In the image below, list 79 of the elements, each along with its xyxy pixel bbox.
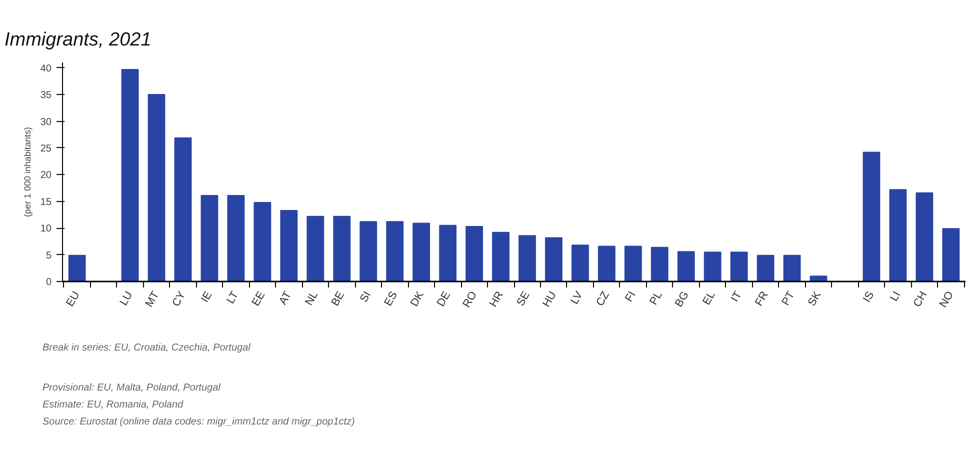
bar [810,276,828,282]
bar [360,221,378,282]
chart-title: Immigrants, 2021 [4,30,152,50]
bar [148,94,166,282]
bar [333,216,351,282]
x-tick-label: BG [672,289,692,310]
bar [624,246,642,282]
x-tick-label: HR [488,289,506,310]
bar [518,235,536,282]
x-tick-label: NO [937,289,956,310]
x-tick-label: SI [358,289,374,304]
bar [412,222,430,282]
bar [942,228,960,282]
x-tick-label: LT [224,289,242,306]
x-tick-label: DE [434,290,453,309]
x-tick-label: CH [911,289,930,310]
bar [677,251,695,282]
y-tick-label: 5 [46,250,52,262]
bar [889,189,907,282]
bar [121,68,139,282]
y-tick-label: 20 [40,170,52,182]
x-tick-label: FR [753,289,771,308]
text: Estimate: EU, Romania, Poland [42,400,184,410]
bar [916,192,934,282]
bar [598,246,616,282]
x-tick-label: IS [861,289,877,304]
x-tick-label: PT [780,289,798,308]
y-tick-label: 30 [40,116,52,128]
x-tick-label: FI [623,289,638,304]
y-tick-label: 0 [46,277,52,288]
x-tick-label: DK [408,288,427,309]
x-tick-label: EE [250,289,268,308]
x-tick-label: EU [64,289,82,309]
x-tick-label: LU [118,289,136,308]
bar [200,195,218,282]
text: Break in series: EU, Croatia, Czechia, Portugal [42,342,252,354]
bar [306,216,324,282]
bar [650,246,668,282]
x-tick-label: MT [143,289,162,310]
y-axis-title: (per 1 000 inhabitants) [22,126,32,218]
bar [545,237,562,282]
x-tick-label: ES [382,289,400,308]
y-tick-label: 40 [40,63,52,74]
y-tick-label: 15 [40,196,52,208]
bar [174,137,192,282]
x-tick-label: HU [540,289,559,310]
x-tick-label: PL [648,289,665,308]
bar [783,254,801,282]
bar [280,210,298,282]
x-tick-label: RO [460,289,480,310]
x-tick-label: IE [199,289,215,304]
bar [439,224,457,282]
x-tick-label: BE [329,289,348,308]
bar [254,202,272,282]
x-tick-label: SE [514,289,532,308]
bar [730,252,748,282]
bar [227,195,245,282]
source-note: Source: Eurostat (online data codes: migr_imm1ctz and migr_pop1ctz) [42,416,355,428]
y-tick-label: 25 [40,143,52,154]
y-tick-label: 35 [40,90,52,102]
bar [466,226,483,282]
bar [704,252,722,282]
x-tick-label: NL [303,290,321,308]
x-tick-label: EL [700,289,718,308]
y-tick-label: 10 [40,224,52,235]
x-tick-label: SK [806,288,824,308]
bar [386,221,404,282]
bar [68,254,86,282]
x-tick-label: LV [568,288,586,306]
x-tick-label: CZ [594,289,612,308]
bar [756,254,774,282]
bar [571,244,589,282]
x-tick-label: CY [170,288,189,309]
bar [492,232,510,282]
x-tick-label: IT [729,289,744,304]
x-tick-label: LI [888,289,904,304]
text: Provisional: EU, Malta, Poland, Portugal [42,382,222,394]
bar [862,152,880,282]
x-tick-label: AT [277,289,294,307]
